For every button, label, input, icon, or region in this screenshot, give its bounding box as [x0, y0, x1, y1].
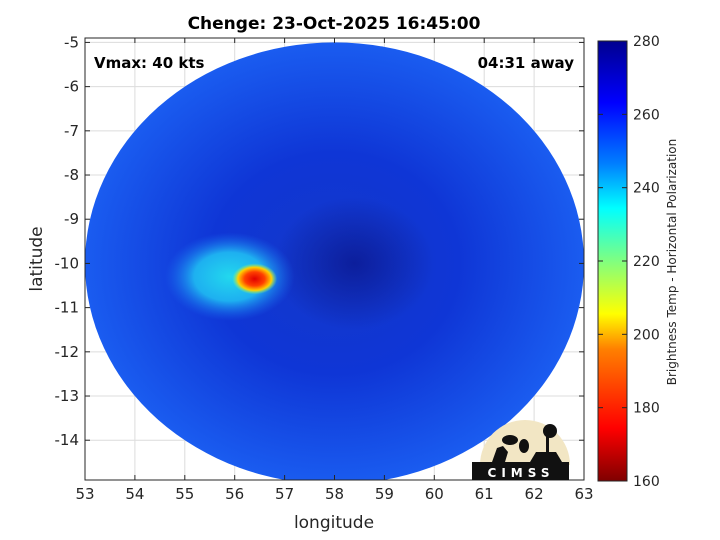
- y-tick-label: -5: [64, 33, 79, 51]
- y-tick-label: -7: [64, 122, 79, 140]
- colorbar-ticks: 280 260 240 220 200 180 160: [598, 34, 660, 490]
- y-tick-label: -10: [55, 254, 80, 272]
- x-tick-label: 53: [75, 485, 94, 503]
- x-tick-label: 61: [475, 485, 494, 503]
- x-axis-label: longitude: [294, 513, 374, 533]
- y-tick-label: -8: [64, 166, 79, 184]
- x-tick-label: 58: [325, 485, 344, 503]
- time-away-annotation: 04:31 away: [478, 54, 575, 72]
- x-tick-label: 54: [125, 485, 144, 503]
- x-tick-label: 56: [225, 485, 244, 503]
- cimss-logo: CIMSS: [472, 420, 570, 480]
- storm-eye: [274, 197, 435, 330]
- colorbar-tick-label: 220: [633, 254, 660, 270]
- colorbar-tick-label: 260: [633, 107, 660, 123]
- y-tick-label: -14: [55, 431, 80, 449]
- convection-region: [164, 232, 295, 321]
- brightness-field: [85, 42, 584, 480]
- convection-core: [232, 263, 278, 295]
- colorbar-label: Brightness Temp - Horizontal Polarizatio…: [665, 139, 679, 386]
- logo-bar: [472, 462, 569, 480]
- satellite-dish-icon: [492, 446, 508, 462]
- y-axis-label: latitude: [27, 226, 47, 291]
- x-axis: 53 54 55 56 57 58 59 60 61 62 63: [75, 38, 594, 503]
- chart-title: Chenge: 23-Oct-2025 16:45:00: [188, 14, 481, 34]
- x-tick-label: 62: [525, 485, 544, 503]
- colorbar-tick-label: 200: [633, 327, 660, 343]
- y-tick-label: -11: [55, 299, 80, 317]
- colorbar-tick-label: 280: [633, 34, 660, 50]
- x-tick-label: 63: [574, 485, 593, 503]
- y-axis: -5 -6 -7 -8 -9 -10 -11 -12 -13 -14: [55, 33, 584, 449]
- x-tick-label: 55: [175, 485, 194, 503]
- y-tick-label: -12: [55, 343, 80, 361]
- vmax-annotation: Vmax: 40 kts: [94, 54, 204, 72]
- x-tick-label: 60: [425, 485, 444, 503]
- logo-text: CIMSS: [488, 466, 555, 480]
- dish-icon: [502, 435, 518, 445]
- building-icon: [530, 452, 562, 462]
- colorbar-tick-label: 160: [633, 474, 660, 490]
- tower-icon: [546, 436, 549, 462]
- y-tick-label: -6: [64, 78, 79, 96]
- water-tower-icon: [543, 424, 557, 438]
- x-tick-label: 57: [275, 485, 294, 503]
- x-tick-label: 59: [375, 485, 394, 503]
- colorbar-tick-label: 180: [633, 401, 660, 417]
- colorbar-tick-label: 240: [633, 181, 660, 197]
- y-tick-label: -13: [55, 387, 80, 405]
- y-tick-label: -9: [64, 210, 79, 228]
- dish-icon-2: [519, 439, 529, 453]
